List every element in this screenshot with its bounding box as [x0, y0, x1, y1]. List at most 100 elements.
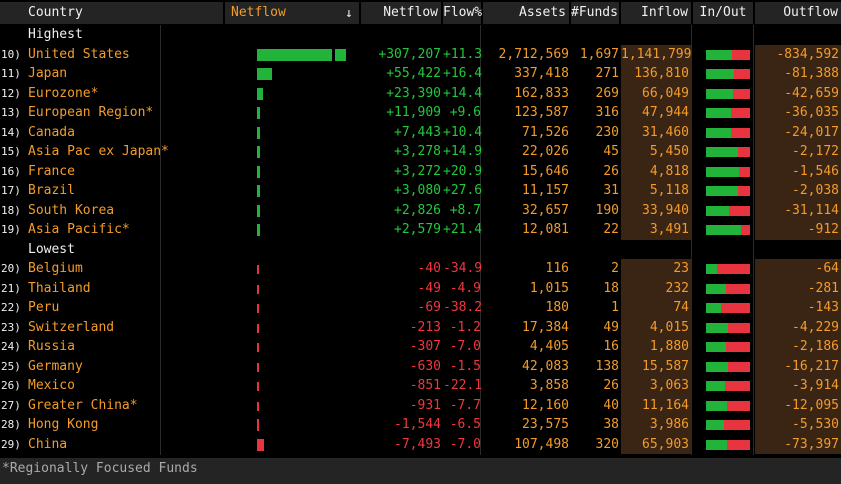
country-name[interactable]: Japan	[28, 66, 68, 81]
country-name[interactable]: China	[28, 436, 68, 452]
table-row[interactable]: 15) Asia Pac ex Japan* +3,278 +14.9 22,026 45…	[0, 142, 841, 162]
country-name[interactable]: Canada	[28, 124, 75, 140]
country-name[interactable]: Switzerland	[28, 319, 115, 335]
netflow-value: -49	[417, 280, 441, 296]
table-row[interactable]: 18) South Korea +2,826 +8.7 32,657 190 33,940 -…	[0, 200, 841, 220]
assets-value: 32,657	[522, 202, 569, 218]
funds-value: 40	[603, 397, 619, 413]
netflow-bar	[257, 126, 260, 139]
table-row[interactable]: 12) Eurozone* +23,390 +14.4 162,833 269 66,049…	[0, 83, 841, 103]
column-divider	[691, 25, 692, 455]
in-out-ratio-bar	[706, 69, 750, 79]
flow-pct-value: -1.5	[449, 358, 481, 374]
table-row[interactable]: 28) Hong Kong -1,544 -6.5 23,575 38 3,986 -5,53…	[0, 415, 841, 435]
outflow-share	[725, 283, 750, 294]
inflow-share	[706, 69, 734, 79]
outflow-value: -36,035	[784, 105, 839, 120]
outflow-share	[727, 400, 750, 411]
funds-value: 269	[595, 85, 619, 101]
table-row[interactable]: 27) Greater China* -931 -7.7 12,160 40 11,164 -…	[0, 395, 841, 415]
funds-value: 1,697	[579, 46, 619, 62]
table-row[interactable]: 10) United States +307,207 +11.3 2,712,569 1,…	[0, 44, 841, 64]
row-number: 16)	[1, 164, 21, 178]
outflow-value: -2,038	[792, 183, 839, 198]
assets-value: 22,026	[522, 144, 569, 159]
table-row[interactable]: 22) Peru -69 -38.2 180 1 74 -143	[0, 298, 841, 318]
outflow-cell-bg	[755, 161, 841, 181]
flow-pct-value: -34.9	[443, 261, 483, 276]
funds-value: 26	[603, 163, 619, 179]
table-row[interactable]: 29) China -7,493 -7.0 107,498 320 65,903 -73,39…	[0, 434, 841, 454]
outflow-share	[726, 439, 750, 450]
inflow-share	[706, 322, 728, 333]
netflow-bar	[257, 419, 259, 431]
inflow-cell-bg	[621, 395, 691, 415]
table-row[interactable]: 25) Germany -630 -1.5 42,083 138 15,587 -16,217	[0, 356, 841, 376]
col-country[interactable]: Country	[0, 2, 223, 24]
inflow-cell-bg	[621, 415, 691, 435]
table-row[interactable]: 13) European Region* +11,909 +9.6 123,587 316…	[0, 103, 841, 123]
col-assets[interactable]: Assets	[483, 2, 569, 24]
table-row[interactable]: 20) Belgium -40 -34.9 116 2 23 -64	[0, 259, 841, 279]
country-name[interactable]: Asia Pac ex Japan*	[28, 144, 169, 159]
country-name[interactable]: Germany	[28, 358, 83, 374]
inflow-share	[706, 88, 733, 99]
country-name[interactable]: Asia Pacific*	[28, 222, 130, 237]
col-netflow[interactable]: Netflow	[361, 2, 441, 24]
netflow-value: +11,909	[386, 105, 441, 120]
country-name[interactable]: Thailand	[28, 280, 91, 296]
col-outflow[interactable]: Outflow	[755, 2, 841, 24]
sort-descending-icon: ↓	[345, 6, 353, 21]
table-row[interactable]: 16) France +3,272 +20.9 15,646 26 4,818 -1,546	[0, 161, 841, 181]
netflow-bar	[257, 438, 264, 451]
col-funds[interactable]: #Funds	[571, 2, 619, 24]
outflow-share	[733, 69, 750, 79]
country-name[interactable]: France	[28, 163, 75, 179]
table-row[interactable]: 19) Asia Pacific* +2,579 +21.4 12,081 22 3,491…	[0, 220, 841, 240]
country-name[interactable]: Russia	[28, 339, 75, 354]
inflow-value: 1,880	[649, 339, 689, 354]
col-in-out[interactable]: In/Out	[693, 2, 753, 24]
table-row[interactable]: 21) Thailand -49 -4.9 1,015 18 232 -281	[0, 278, 841, 298]
table-row[interactable]: 24) Russia -307 -7.0 4,405 16 1,880 -2,186	[0, 337, 841, 357]
outflow-share	[731, 127, 750, 138]
funds-value: 1	[611, 300, 619, 315]
row-number: 26)	[1, 379, 21, 392]
col-inflow[interactable]: Inflow	[621, 2, 691, 24]
col-flow-pct[interactable]: Flow%	[443, 2, 482, 24]
country-name[interactable]: Peru	[28, 300, 60, 315]
inflow-cell-bg	[621, 317, 691, 337]
outflow-share	[739, 166, 750, 177]
netflow-value: +2,826	[394, 202, 441, 218]
country-name[interactable]: Eurozone*	[28, 85, 99, 101]
flow-pct-value: -22.1	[443, 378, 483, 393]
table-row[interactable]: 23) Switzerland -213 -1.2 17,384 49 4,015 -4,22…	[0, 317, 841, 337]
country-name[interactable]: Greater China*	[28, 397, 138, 413]
flow-pct-value: +27.6	[443, 183, 483, 198]
country-name[interactable]: United States	[28, 46, 130, 62]
row-number: 11)	[1, 67, 21, 80]
outflow-value: -81,388	[784, 66, 839, 81]
table-row[interactable]: 17) Brazil +3,080 +27.6 11,157 31 5,118 -2,038	[0, 181, 841, 201]
outflow-share	[727, 322, 750, 333]
col-netflow-bar[interactable]: Netflow	[225, 2, 359, 24]
country-name[interactable]: South Korea	[28, 202, 115, 218]
netflow-bar-overflow	[335, 48, 346, 61]
country-name[interactable]: Mexico	[28, 378, 75, 393]
table-row[interactable]: 26) Mexico -851 -22.1 3,858 26 3,063 -3,914	[0, 376, 841, 396]
table-row[interactable]: 14) Canada +7,443 +10.4 71,526 230 31,460 -24,0…	[0, 122, 841, 142]
country-name[interactable]: European Region*	[28, 105, 154, 120]
country-name[interactable]: Brazil	[28, 183, 75, 198]
inflow-value: 15,587	[642, 358, 689, 374]
table-row[interactable]: 11) Japan +55,422 +16.4 337,418 271 136,810 -81…	[0, 64, 841, 84]
inflow-cell-bg	[621, 278, 691, 298]
assets-value: 123,587	[514, 105, 569, 120]
country-name[interactable]: Hong Kong	[28, 417, 99, 432]
country-name[interactable]: Belgium	[28, 261, 83, 276]
netflow-bar	[257, 343, 259, 352]
in-out-ratio-bar	[706, 127, 750, 138]
outflow-value: -31,114	[784, 202, 839, 218]
outflow-cell-bg	[755, 259, 841, 279]
assets-value: 11,157	[522, 183, 569, 198]
